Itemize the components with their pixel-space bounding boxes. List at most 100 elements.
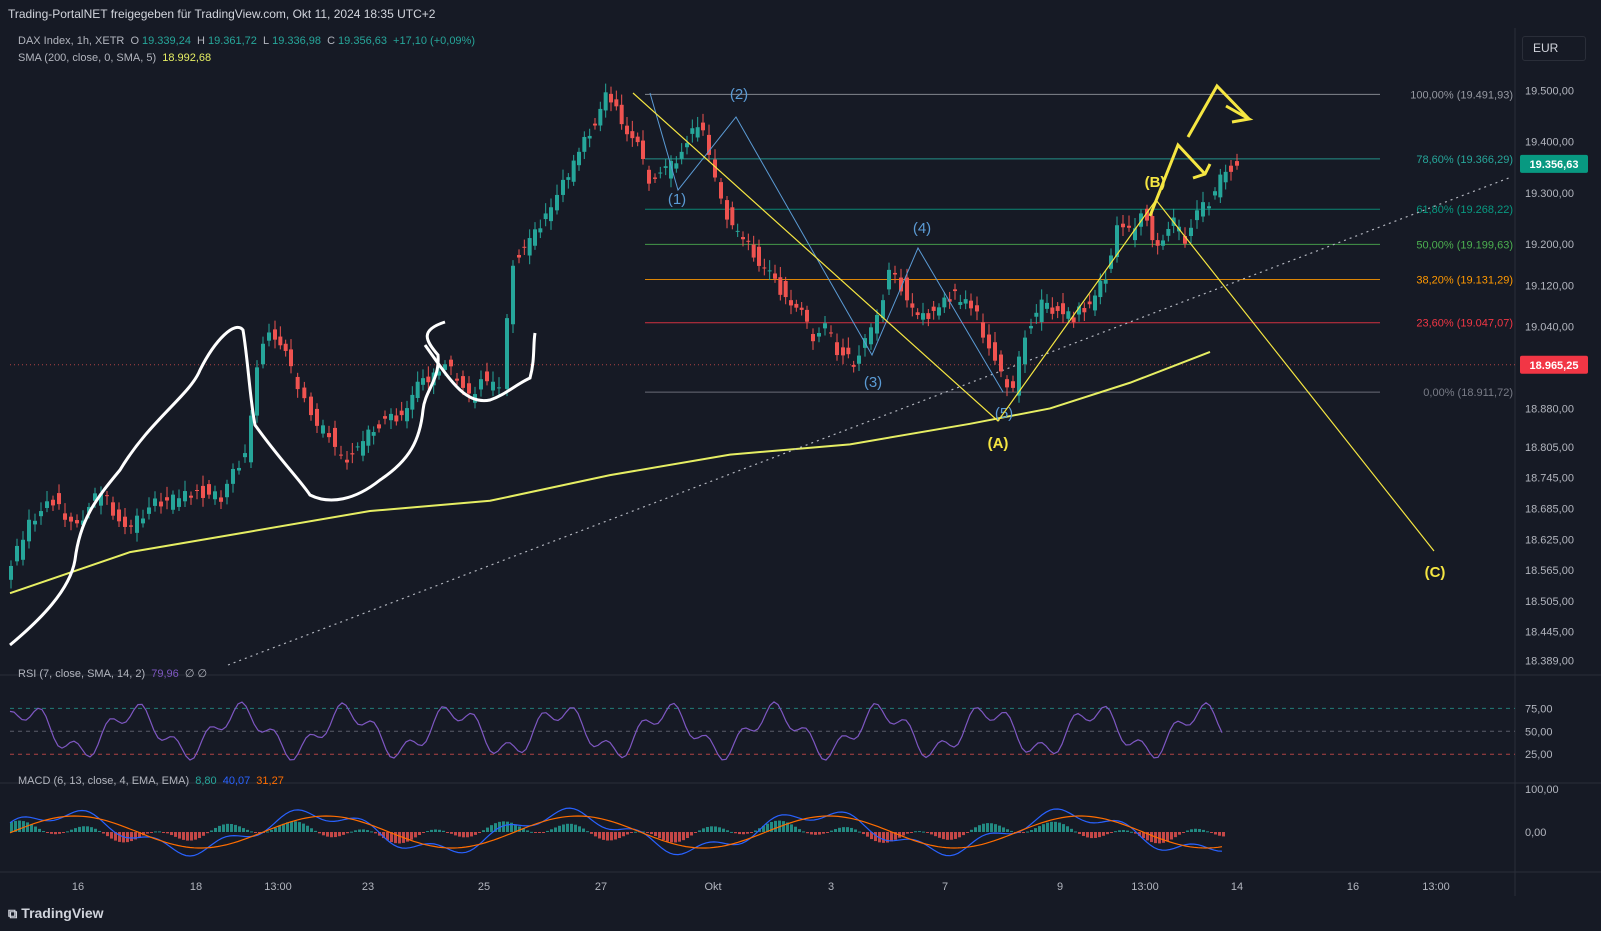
candle-body xyxy=(841,347,845,356)
candle-body xyxy=(663,166,668,168)
candle-body xyxy=(377,424,381,429)
candle-body xyxy=(153,498,157,506)
candle-body xyxy=(213,491,217,500)
macd-histogram-bar xyxy=(214,827,217,832)
currency-selector[interactable]: EUR xyxy=(1522,36,1586,61)
x-tick-label: 7 xyxy=(942,881,948,893)
macd-histogram-bar xyxy=(382,832,385,839)
candle-body xyxy=(183,491,187,502)
macd-histogram-bar xyxy=(950,832,953,840)
macd-histogram-bar xyxy=(450,832,453,834)
y-tick-label: 19.040,00 xyxy=(1525,321,1574,333)
candle-body xyxy=(189,495,193,498)
candle-body xyxy=(273,329,277,340)
y-tick-label: 19.120,00 xyxy=(1525,280,1574,292)
rsi-legend: RSI (7, close, SMA, 14, 2) 79,96 ∅ ∅ xyxy=(18,667,210,680)
sma-legend: SMA (200, close, 0, SMA, 5) 18.992,68 xyxy=(18,52,214,64)
candle-body xyxy=(937,307,941,316)
candle-body xyxy=(1029,325,1033,329)
candle-body xyxy=(875,315,879,334)
rsi-tick-label: 50,00 xyxy=(1525,726,1553,738)
candle-body xyxy=(261,343,265,365)
macd-histogram-bar xyxy=(1206,831,1209,833)
macd-histogram-bar xyxy=(1122,830,1125,832)
macd-histogram-bar xyxy=(594,832,597,837)
candle-body xyxy=(635,136,640,143)
macd-histogram-bar xyxy=(686,832,689,839)
macd-histogram-bar xyxy=(994,824,997,832)
macd-histogram-bar xyxy=(598,832,601,839)
macd-histogram-bar xyxy=(510,822,513,832)
macd-histogram-bar xyxy=(158,831,161,833)
abc-correction-line xyxy=(632,92,1435,552)
candle-body xyxy=(394,415,399,422)
candle-body xyxy=(725,200,729,220)
candle-body xyxy=(695,127,700,138)
macd-histogram-bar xyxy=(462,832,465,838)
macd-histogram-bar xyxy=(130,832,133,842)
candle-body xyxy=(533,229,537,246)
macd-histogram-bar xyxy=(1214,832,1217,835)
macd-histogram-bar xyxy=(134,832,137,840)
macd-histogram-bar xyxy=(626,832,629,835)
candle-body xyxy=(587,135,592,139)
candle-body xyxy=(630,131,635,139)
macd-histogram-bar xyxy=(1062,824,1065,832)
macd-histogram-bar xyxy=(970,829,973,832)
y-tick-label: 18.685,00 xyxy=(1525,503,1574,515)
fib-level-label: 78,60% (19.366,29) xyxy=(1416,154,1513,166)
candle-body xyxy=(1098,280,1103,298)
y-tick-label: 18.805,00 xyxy=(1525,442,1574,454)
macd-histogram-bar xyxy=(78,826,81,832)
macd-histogram-bar xyxy=(550,829,553,832)
macd-histogram-bar xyxy=(946,832,949,840)
abc-label: (A) xyxy=(988,435,1009,452)
tradingview-logo[interactable]: ⧉ TradingView xyxy=(8,905,104,922)
macd-histogram-bar xyxy=(254,832,257,833)
candle-body xyxy=(614,99,619,107)
macd-histogram-bar xyxy=(722,828,725,832)
candle-body xyxy=(237,467,241,471)
macd-histogram-bar xyxy=(602,832,605,840)
macd-histogram-bar xyxy=(1106,832,1109,835)
macd-histogram-bar xyxy=(482,830,485,832)
candle-body xyxy=(549,207,553,222)
macd-histogram-bar xyxy=(50,832,53,834)
candle-body xyxy=(783,280,788,298)
candle-body xyxy=(321,425,325,434)
candle-body xyxy=(255,367,259,416)
macd-histogram-bar xyxy=(1210,832,1213,833)
macd-histogram-bar xyxy=(810,832,813,835)
macd-histogram-bar xyxy=(582,828,585,832)
candle-body xyxy=(757,246,761,266)
x-tick-label: 13:00 xyxy=(264,881,292,893)
macd-histogram-bar xyxy=(850,827,853,832)
candle-body xyxy=(975,305,979,312)
y-tick-label: 19.200,00 xyxy=(1525,239,1574,251)
macd-histogram-bar xyxy=(250,831,253,833)
candle-body xyxy=(1066,311,1071,319)
macd-histogram-bar xyxy=(58,832,61,834)
macd-histogram-bar xyxy=(226,823,229,832)
macd-histogram-bar xyxy=(86,826,89,832)
x-tick-label: 16 xyxy=(1347,881,1359,893)
macd-histogram-bar xyxy=(774,820,777,832)
candle-body xyxy=(1115,225,1119,258)
macd-histogram-bar xyxy=(242,828,245,832)
candle-body xyxy=(339,454,343,456)
macd-histogram-bar xyxy=(622,832,625,837)
candle-body xyxy=(129,525,133,527)
candle-body xyxy=(735,230,740,232)
candle-body xyxy=(690,128,695,134)
candle-body xyxy=(1039,299,1044,323)
candle-body xyxy=(1017,356,1021,396)
candle-body xyxy=(15,545,19,562)
macd-histogram-bar xyxy=(182,832,185,840)
macd-histogram-bar xyxy=(938,832,941,838)
macd-histogram-bar xyxy=(522,828,525,832)
macd-histogram-bar xyxy=(114,832,117,841)
candle-body xyxy=(1093,295,1097,311)
candle-body xyxy=(69,516,73,522)
macd-histogram-bar xyxy=(386,832,389,841)
